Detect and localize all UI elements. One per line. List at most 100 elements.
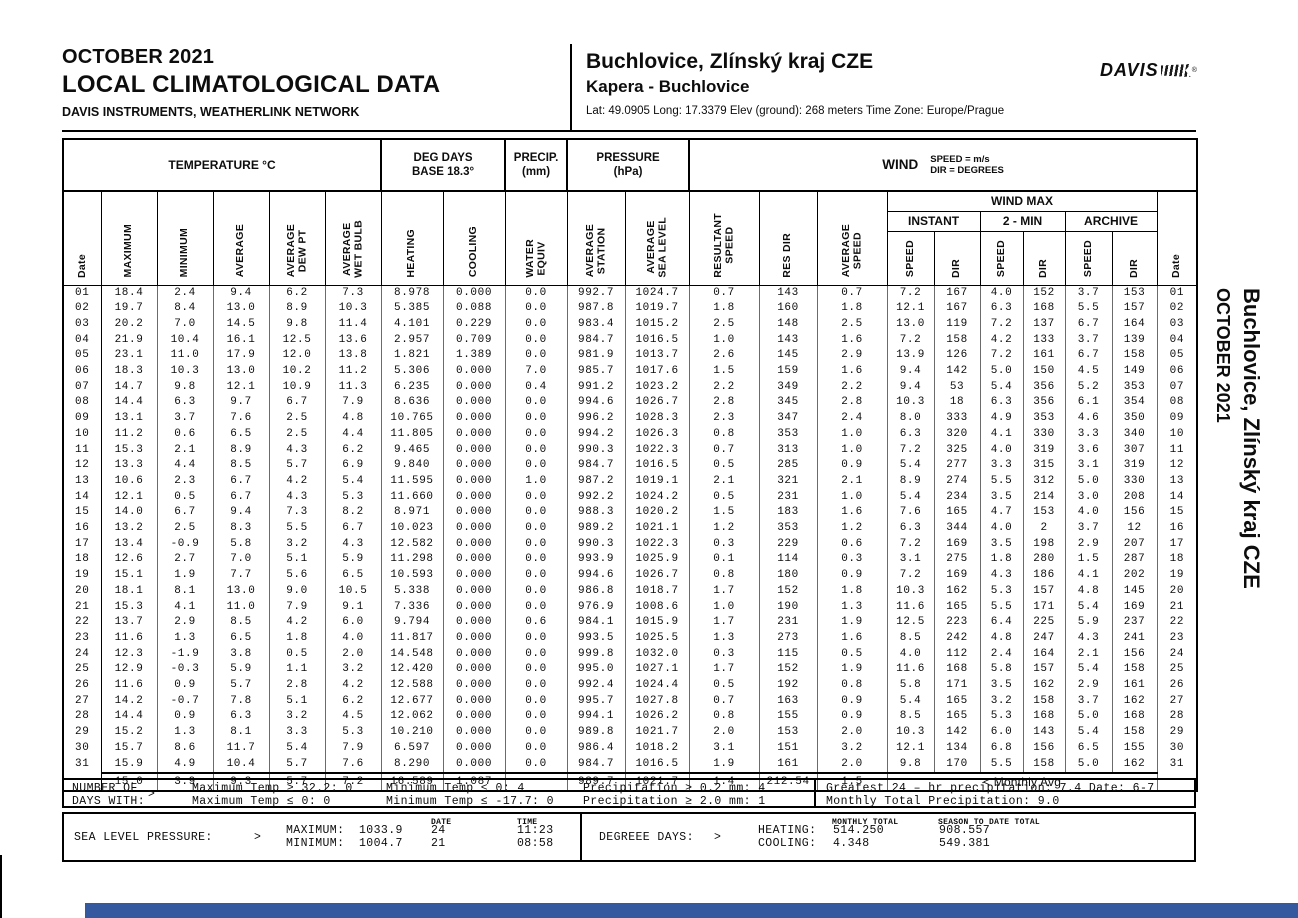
dd-season-header: SEASON TO DATE TOTAL [938,818,1041,827]
value-cell: 14.4 [100,395,158,412]
value-cell: 13.0 [212,301,270,317]
value-cell: 3.3 [979,458,1024,474]
value-cell: 0.5 [688,678,760,694]
value-cell: 7.2 [886,332,935,349]
value-cell: 990.3 [566,536,626,553]
value-cell: 7.9 [324,740,382,757]
value-cell: 162 [1022,678,1066,694]
value-cell: 156 [1111,505,1158,522]
group-precip: PRECIP. (mm) [504,138,569,192]
value-cell: 330 [1022,426,1066,443]
table-row: 30 15.7 8.6 11.7 5.4 7.9 6.597 0.000 0.0 986.4 101… [63,740,1198,757]
date-cell: 03 [63,316,102,333]
value-cell: 1.9 [816,662,888,679]
value-cell: 2.8 [268,678,326,694]
value-cell: 8.1 [156,583,214,600]
bottom-box-divider [580,814,582,860]
value-cell: 158 [1111,348,1158,365]
value-cell: 7.2 [886,285,935,302]
table-row: 10 11.2 0.6 6.5 2.5 4.4 11.805 0.000 0.0 994.2 102… [63,426,1198,443]
date-cell: 20 [1156,583,1198,600]
value-cell: 991.2 [566,379,626,396]
value-cell: 12.1 [886,301,935,317]
value-cell: 0.8 [688,568,760,584]
value-cell: 1019.7 [624,301,690,317]
date-cell: 31 [1156,756,1198,774]
value-cell: 10.4 [212,756,270,774]
dd-heating-season: 908.557 [939,824,991,837]
value-cell: 12.1 [886,740,935,757]
value-cell: 237 [1111,615,1158,631]
value-cell: 3.1 [886,552,935,569]
value-cell: 0.0 [504,662,568,679]
value-cell: 5.0 [1064,709,1113,726]
value-cell: 0.8 [688,426,760,443]
value-cell: 169 [933,536,981,553]
value-cell: 6.7 [1064,316,1113,333]
col-avg-wet-bulb: AVERAGE WET BULB [324,190,382,286]
value-cell: 10.3 [324,301,382,317]
col-water-equiv: WATER EQUIV [504,190,568,286]
value-cell: 1025.9 [624,552,690,569]
date-cell: 15 [63,505,102,522]
value-cell: 143 [758,332,818,349]
value-cell: 6.0 [979,725,1024,741]
value-cell: 319 [1022,442,1066,459]
value-cell: 7.9 [268,599,326,616]
value-cell: 1024.4 [624,678,690,694]
value-cell: 12.5 [886,615,935,631]
value-cell: 5.7 [268,756,326,774]
value-cell: 12.420 [380,662,444,679]
value-cell: 0.000 [442,379,506,396]
value-cell: 1.3 [816,599,888,616]
value-cell: 1026.2 [624,709,690,726]
value-cell: 984.7 [566,458,626,474]
value-cell: 167 [933,301,981,317]
value-cell: 13.3 [100,458,158,474]
value-cell: 0.000 [442,725,506,741]
table-row: 29 15.2 1.3 8.1 3.3 5.3 10.210 0.000 0.0 989.8 102… [63,725,1198,741]
value-cell: 6.9 [324,458,382,474]
davis-logo: DAVIS ® [1100,60,1197,81]
value-cell: 7.6 [886,505,935,522]
value-cell: 12.5 [268,332,326,349]
value-cell: 0.088 [442,301,506,317]
date-cell: 05 [63,348,102,365]
value-cell: 142 [933,364,981,380]
value-cell: 354 [1111,395,1158,412]
value-cell: 993.9 [566,552,626,569]
table-row: 08 14.4 6.3 9.7 6.7 7.9 8.636 0.000 0.0 994.6 1026… [63,395,1198,412]
value-cell: 273 [758,630,818,647]
value-cell: 11.3 [324,379,382,396]
value-cell: 0.0 [504,536,568,553]
value-cell: 0.3 [816,552,888,569]
value-cell: 4.1 [1064,568,1113,584]
value-cell: 12.9 [100,662,158,679]
value-cell: 0.6 [816,536,888,553]
value-cell: 1.8 [816,301,888,317]
value-cell: 8.6 [156,740,214,757]
value-cell: 5.8 [979,662,1024,679]
value-cell: 275 [933,552,981,569]
value-cell: 2.9 [1064,536,1113,553]
date-cell: 18 [1156,552,1198,569]
value-cell: 989.8 [566,725,626,741]
value-cell: 19.7 [100,301,158,317]
value-cell: 5.5 [979,473,1024,490]
value-cell: 4.3 [268,489,326,506]
value-cell: 1021.1 [624,521,690,537]
value-cell: 5.7 [268,458,326,474]
value-cell: 8.2 [324,505,382,522]
value-cell: 287 [1111,552,1158,569]
slp-min-value: 1004.7 [359,837,403,850]
value-cell: 5.1 [268,552,326,569]
value-cell: 3.6 [1064,442,1113,459]
date-cell: 01 [63,285,102,302]
value-cell: 999.8 [566,646,626,663]
value-cell: 169 [1111,599,1158,616]
side-caption-period: OCTOBER 2021 [1213,288,1233,423]
value-cell: 4.3 [324,536,382,553]
value-cell: 12.062 [380,709,444,726]
value-cell: 0.5 [688,458,760,474]
value-cell: 155 [1111,740,1158,757]
